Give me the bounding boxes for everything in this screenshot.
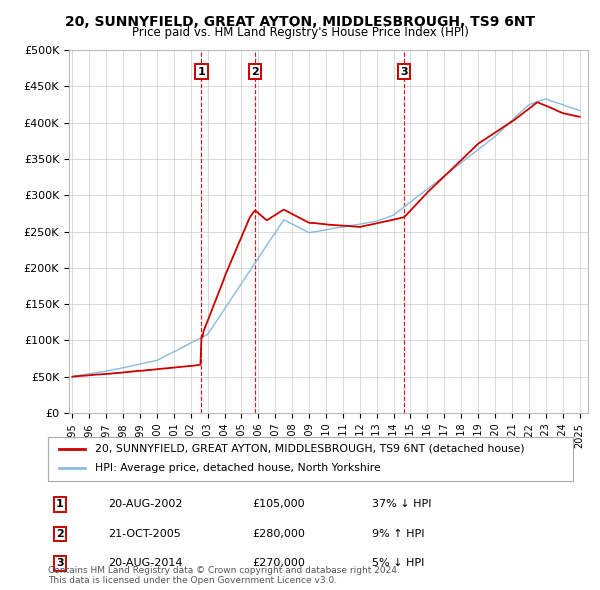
- Text: 20, SUNNYFIELD, GREAT AYTON, MIDDLESBROUGH, TS9 6NT (detached house): 20, SUNNYFIELD, GREAT AYTON, MIDDLESBROU…: [95, 444, 525, 454]
- Text: 1: 1: [197, 67, 205, 77]
- Text: 37% ↓ HPI: 37% ↓ HPI: [372, 500, 431, 509]
- Text: 9% ↑ HPI: 9% ↑ HPI: [372, 529, 425, 539]
- Text: 2: 2: [56, 529, 64, 539]
- Text: £280,000: £280,000: [252, 529, 305, 539]
- Text: 21-OCT-2005: 21-OCT-2005: [108, 529, 181, 539]
- Text: 20-AUG-2002: 20-AUG-2002: [108, 500, 182, 509]
- Text: £270,000: £270,000: [252, 559, 305, 568]
- Text: 5% ↓ HPI: 5% ↓ HPI: [372, 559, 424, 568]
- Text: Contains HM Land Registry data © Crown copyright and database right 2024.
This d: Contains HM Land Registry data © Crown c…: [48, 566, 400, 585]
- Text: £105,000: £105,000: [252, 500, 305, 509]
- Text: 1: 1: [56, 500, 64, 509]
- Text: 2: 2: [251, 67, 259, 77]
- Text: HPI: Average price, detached house, North Yorkshire: HPI: Average price, detached house, Nort…: [95, 464, 381, 473]
- Text: 3: 3: [400, 67, 408, 77]
- Text: 20-AUG-2014: 20-AUG-2014: [108, 559, 182, 568]
- Text: 3: 3: [56, 559, 64, 568]
- Text: 20, SUNNYFIELD, GREAT AYTON, MIDDLESBROUGH, TS9 6NT: 20, SUNNYFIELD, GREAT AYTON, MIDDLESBROU…: [65, 15, 535, 29]
- Text: Price paid vs. HM Land Registry's House Price Index (HPI): Price paid vs. HM Land Registry's House …: [131, 26, 469, 39]
